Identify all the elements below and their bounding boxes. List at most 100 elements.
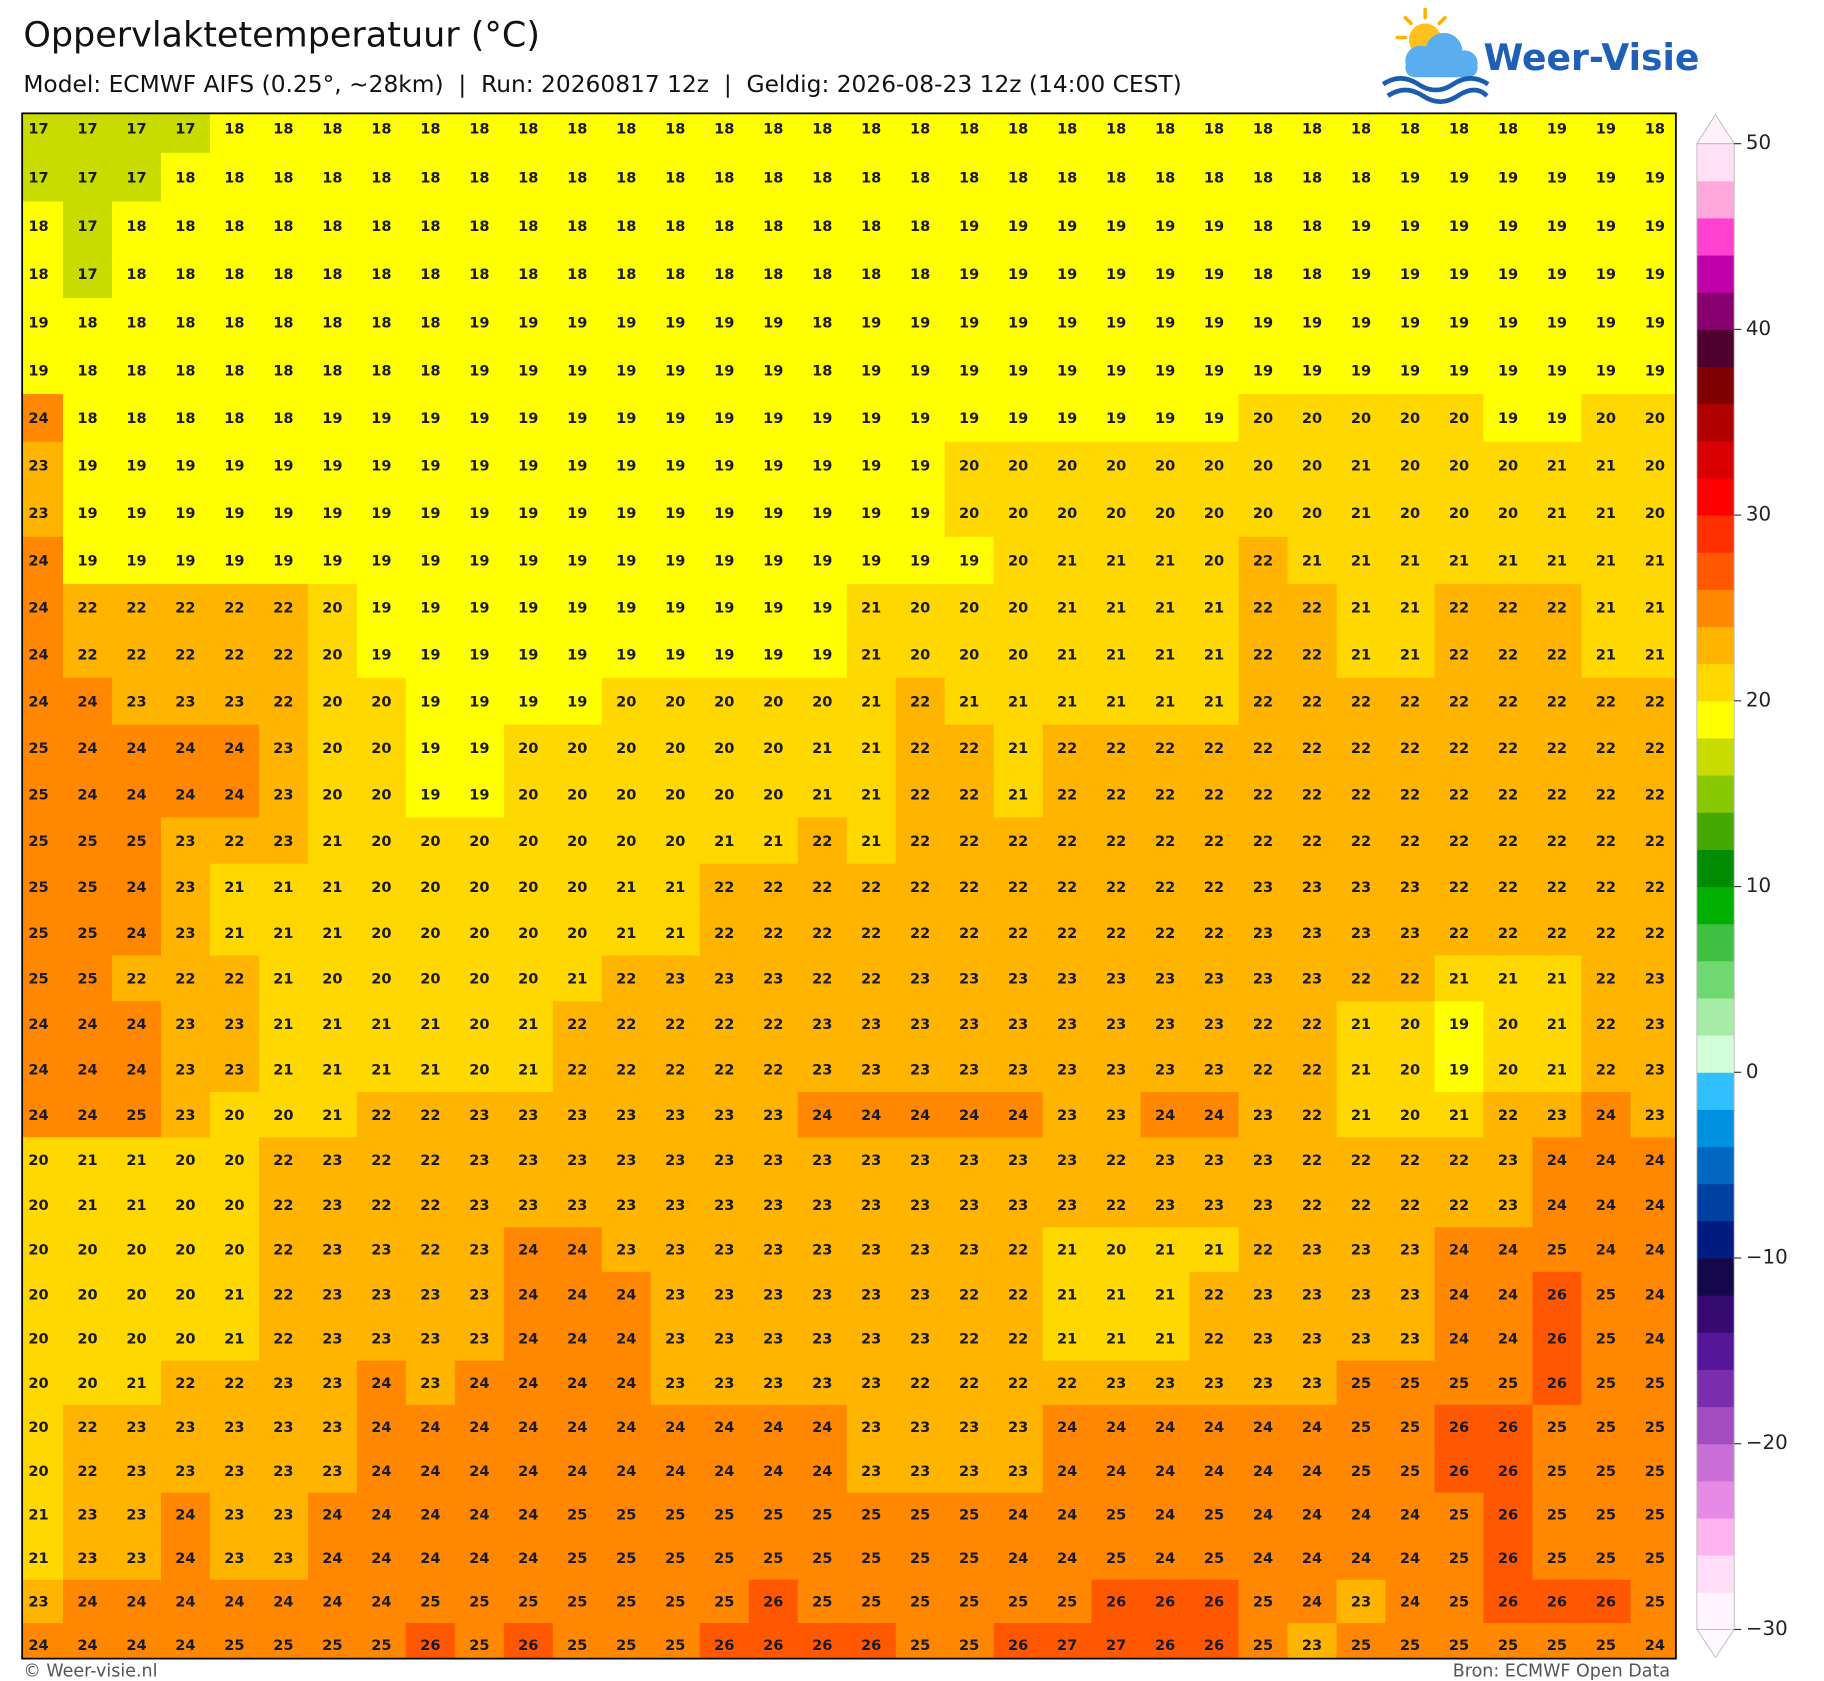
temperature-label: 19 <box>959 266 979 283</box>
temperature-label: 19 <box>518 458 538 475</box>
temperature-cell <box>356 817 407 865</box>
temperature-label: 23 <box>1253 1331 1273 1348</box>
temperature-label: 19 <box>1449 218 1469 235</box>
temperature-label: 23 <box>1645 971 1665 988</box>
temperature-label: 20 <box>616 786 636 803</box>
temperature-cell <box>552 1046 603 1093</box>
temperature-cell <box>797 630 848 679</box>
temperature-label: 20 <box>1302 505 1322 522</box>
temperature-label: 18 <box>1008 169 1028 186</box>
temperature-label: 22 <box>1449 925 1469 942</box>
temperature-cell <box>944 152 995 203</box>
temperature-label: 22 <box>1351 786 1371 803</box>
temperature-cell <box>993 201 1044 251</box>
temperature-cell <box>797 771 848 819</box>
temperature-cell <box>62 1271 113 1318</box>
temperature-label: 25 <box>567 1594 587 1611</box>
temperature-cell <box>307 536 358 585</box>
temperature-cell <box>307 1092 358 1139</box>
temperature-label: 20 <box>1057 505 1077 522</box>
temperature-label: 25 <box>714 1507 734 1524</box>
temperature-cell <box>797 1137 848 1184</box>
temperature-cell <box>454 817 505 865</box>
temperature-label: 21 <box>1547 971 1567 988</box>
temperature-cell <box>209 724 260 772</box>
temperature-cell <box>1532 201 1583 251</box>
temperature-cell <box>1336 346 1387 395</box>
colorbar-band <box>1696 849 1735 888</box>
temperature-label: 18 <box>224 218 244 235</box>
temperature-label: 18 <box>1302 169 1322 186</box>
temperature-label: 23 <box>1057 1062 1077 1079</box>
temperature-cell <box>944 1271 995 1318</box>
temperature-label: 18 <box>959 121 979 138</box>
temperature-label: 19 <box>1547 314 1567 331</box>
temperature-label: 19 <box>616 600 636 617</box>
temperature-label: 22 <box>273 1197 293 1214</box>
temperature-label: 18 <box>616 218 636 235</box>
temperature-cell <box>699 583 750 632</box>
temperature-label: 18 <box>126 218 146 235</box>
temperature-label: 21 <box>1057 693 1077 710</box>
temperature-cell <box>160 677 211 726</box>
temperature-label: 24 <box>1155 1463 1175 1480</box>
temperature-label: 23 <box>1253 879 1273 896</box>
temperature-cell <box>454 346 505 395</box>
temperature-label: 18 <box>273 410 293 427</box>
temperature-label: 17 <box>28 121 48 138</box>
temperature-cell <box>454 201 505 251</box>
temperature-label: 19 <box>1449 266 1469 283</box>
temperature-cell <box>1581 152 1632 203</box>
temperature-label: 25 <box>1596 1419 1616 1436</box>
temperature-cell <box>699 1360 750 1406</box>
temperature-cell <box>552 152 603 203</box>
temperature-cell <box>258 536 309 585</box>
temperature-label: 20 <box>322 971 342 988</box>
temperature-cell <box>1140 863 1191 911</box>
temperature-cell <box>1385 630 1436 679</box>
temperature-cell <box>601 1092 652 1139</box>
temperature-cell <box>1189 1316 1240 1362</box>
temperature-cell <box>356 1360 407 1406</box>
temperature-label: 23 <box>910 1331 930 1348</box>
temperature-label: 21 <box>1106 600 1126 617</box>
temperature-cell <box>1532 909 1583 957</box>
temperature-label: 21 <box>518 1062 538 1079</box>
temperature-cell <box>258 113 309 154</box>
temperature-cell <box>846 1046 897 1093</box>
temperature-cell <box>209 1227 260 1273</box>
temperature-label: 22 <box>175 647 195 664</box>
temperature-cell <box>405 583 456 632</box>
temperature-label: 24 <box>469 1419 489 1436</box>
temperature-label: 20 <box>959 505 979 522</box>
temperature-label: 22 <box>1449 1197 1469 1214</box>
temperature-label: 21 <box>322 833 342 850</box>
temperature-label: 18 <box>812 121 832 138</box>
temperature-label: 23 <box>420 1375 440 1392</box>
temperature-cell <box>62 771 113 819</box>
temperature-label: 22 <box>714 1062 734 1079</box>
temperature-label: 23 <box>273 1463 293 1480</box>
temperature-cell <box>699 1182 750 1228</box>
temperature-label: 22 <box>126 971 146 988</box>
temperature-label: 23 <box>322 1419 342 1436</box>
temperature-label: 22 <box>1645 740 1665 757</box>
temperature-cell <box>111 1137 162 1184</box>
temperature-label: 26 <box>1155 1594 1175 1611</box>
temperature-label: 21 <box>714 833 734 850</box>
temperature-cell <box>307 1137 358 1184</box>
temperature-label: 21 <box>1351 1016 1371 1033</box>
temperature-label: 20 <box>1449 458 1469 475</box>
temperature-cell <box>748 1046 799 1093</box>
temperature-cell <box>1483 1046 1534 1093</box>
temperature-cell <box>356 152 407 203</box>
temperature-cell <box>1630 1046 1676 1093</box>
temperature-cell <box>1091 1227 1142 1273</box>
temperature-cell <box>1091 1271 1142 1318</box>
temperature-cell <box>454 677 505 726</box>
temperature-cell <box>503 955 554 1002</box>
temperature-label: 18 <box>665 218 685 235</box>
temperature-cell <box>748 536 799 585</box>
temperature-cell <box>356 346 407 395</box>
temperature-label: 24 <box>518 1242 538 1259</box>
